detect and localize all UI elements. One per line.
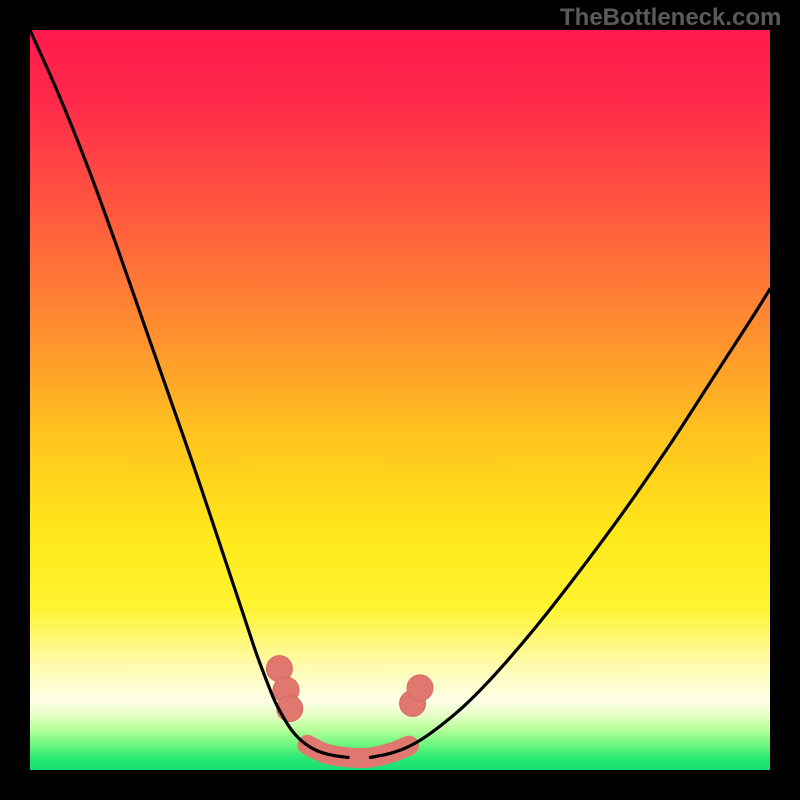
chart-svg [0,0,800,800]
watermark-text: TheBottleneck.com [560,4,781,32]
data-marker [407,675,433,701]
data-marker [277,696,303,722]
chart-root: TheBottleneck.com [0,0,800,800]
plot-background [30,30,770,770]
